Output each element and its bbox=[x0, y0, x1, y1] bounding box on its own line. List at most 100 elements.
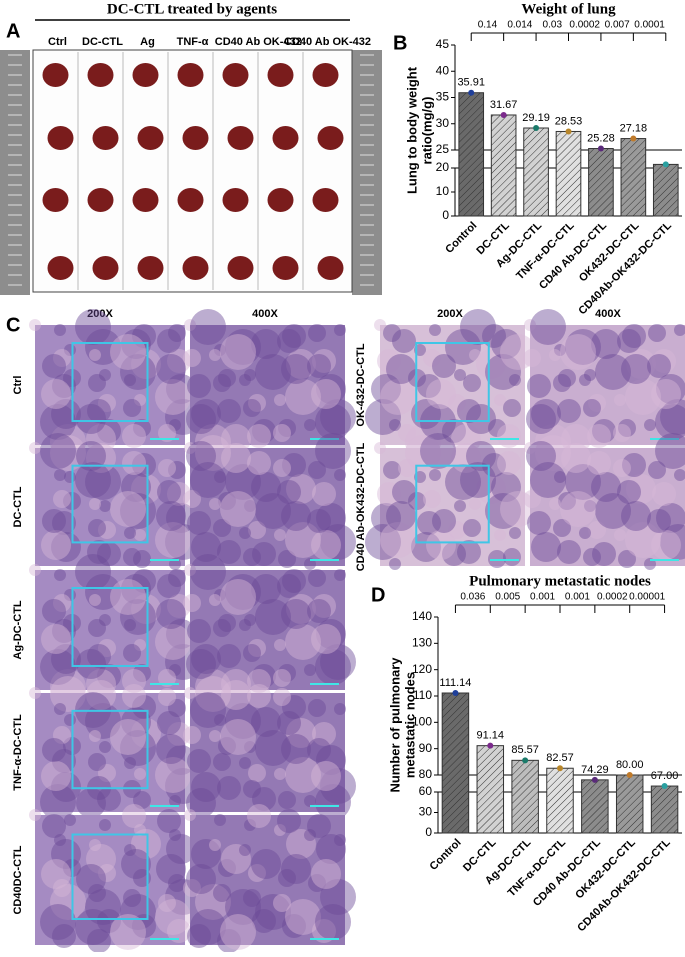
x-tick-label: Control bbox=[443, 220, 479, 256]
tissue bbox=[156, 354, 186, 384]
tissue bbox=[99, 819, 111, 831]
tissue bbox=[248, 639, 266, 657]
zoom-box bbox=[415, 342, 490, 422]
tissue bbox=[365, 524, 401, 560]
column-label: Ctrl bbox=[48, 36, 67, 48]
tissue bbox=[307, 738, 331, 762]
tissue bbox=[334, 834, 346, 846]
tissue bbox=[315, 904, 351, 940]
tissue bbox=[365, 399, 401, 435]
tissue bbox=[41, 859, 71, 889]
zoom-box bbox=[71, 342, 149, 422]
tissue bbox=[308, 324, 326, 342]
tissue bbox=[560, 491, 596, 527]
column-label: DC-CTL bbox=[82, 36, 123, 48]
tissue bbox=[273, 459, 291, 477]
y-tick-label: 30 bbox=[436, 116, 450, 130]
tissue bbox=[97, 664, 121, 688]
tissue bbox=[220, 579, 256, 615]
tissue bbox=[99, 369, 111, 381]
tissue bbox=[186, 404, 216, 434]
tissue bbox=[131, 349, 161, 379]
tissue bbox=[122, 804, 146, 828]
tissue bbox=[158, 669, 176, 687]
tissue bbox=[86, 669, 116, 699]
tissue bbox=[64, 814, 76, 826]
tissue bbox=[392, 480, 416, 504]
tissue bbox=[315, 404, 351, 440]
tissue bbox=[239, 374, 251, 386]
tissue bbox=[124, 619, 136, 631]
tissue bbox=[315, 784, 351, 820]
tissue bbox=[75, 309, 111, 345]
tissue bbox=[429, 324, 441, 336]
data-point bbox=[487, 742, 494, 749]
p-value: 0.005 bbox=[495, 592, 520, 603]
y-axis-label: Number of pulmonary bbox=[387, 657, 402, 793]
tissue bbox=[651, 379, 681, 409]
tissue bbox=[217, 776, 241, 800]
tissue bbox=[386, 354, 416, 384]
tissue bbox=[184, 319, 196, 331]
tissue bbox=[184, 687, 196, 699]
tissue bbox=[122, 669, 146, 693]
tissue bbox=[312, 919, 336, 943]
tissue bbox=[98, 394, 116, 412]
tissue bbox=[168, 461, 186, 479]
tissue bbox=[622, 453, 646, 477]
tissue bbox=[527, 511, 551, 535]
tissue bbox=[592, 542, 616, 566]
tissue bbox=[213, 619, 231, 637]
tissue bbox=[190, 462, 226, 498]
tissue bbox=[124, 527, 136, 539]
tissue bbox=[213, 374, 231, 392]
histology-image bbox=[35, 693, 185, 812]
tissue bbox=[308, 461, 326, 479]
tissue bbox=[225, 574, 261, 610]
tissue bbox=[307, 814, 331, 838]
tissue bbox=[133, 664, 151, 682]
lung bbox=[177, 63, 204, 87]
row-label: Ag-DC-CTL bbox=[12, 600, 24, 660]
tissue bbox=[281, 501, 311, 531]
lung bbox=[137, 256, 164, 280]
bar bbox=[476, 745, 505, 834]
tissue bbox=[134, 394, 146, 406]
tissue bbox=[614, 529, 626, 541]
tissue bbox=[53, 349, 71, 367]
tissue bbox=[497, 451, 521, 475]
tissue bbox=[252, 664, 276, 688]
x-tick-label: TNF-α-DC-CTL bbox=[514, 219, 577, 282]
tissue bbox=[277, 480, 301, 504]
tissue bbox=[214, 471, 226, 483]
tissue bbox=[282, 324, 306, 348]
y-axis-label: Lung to body weight bbox=[404, 66, 419, 194]
tissue bbox=[281, 599, 311, 629]
tissue bbox=[647, 509, 671, 533]
tissue bbox=[625, 379, 661, 415]
tissue bbox=[85, 703, 121, 739]
tissue bbox=[380, 522, 416, 558]
tissue bbox=[158, 424, 176, 442]
tissue bbox=[286, 829, 316, 859]
tissue bbox=[54, 703, 66, 715]
tissue bbox=[89, 730, 101, 742]
tissue bbox=[110, 719, 146, 755]
tissue bbox=[485, 354, 521, 390]
x-tick-label: Control bbox=[427, 837, 463, 873]
tissue bbox=[617, 329, 641, 353]
tissue bbox=[530, 309, 566, 345]
tissue bbox=[285, 522, 321, 558]
tissue bbox=[560, 334, 596, 370]
tissue bbox=[53, 879, 71, 897]
value-label: 29.19 bbox=[522, 112, 550, 124]
tissue bbox=[579, 527, 591, 539]
tissue bbox=[618, 419, 636, 437]
tissue bbox=[527, 374, 551, 398]
tissue bbox=[191, 532, 221, 562]
tissue bbox=[282, 695, 306, 719]
tissue bbox=[217, 399, 241, 423]
tissue bbox=[389, 419, 401, 431]
tissue bbox=[243, 399, 261, 417]
